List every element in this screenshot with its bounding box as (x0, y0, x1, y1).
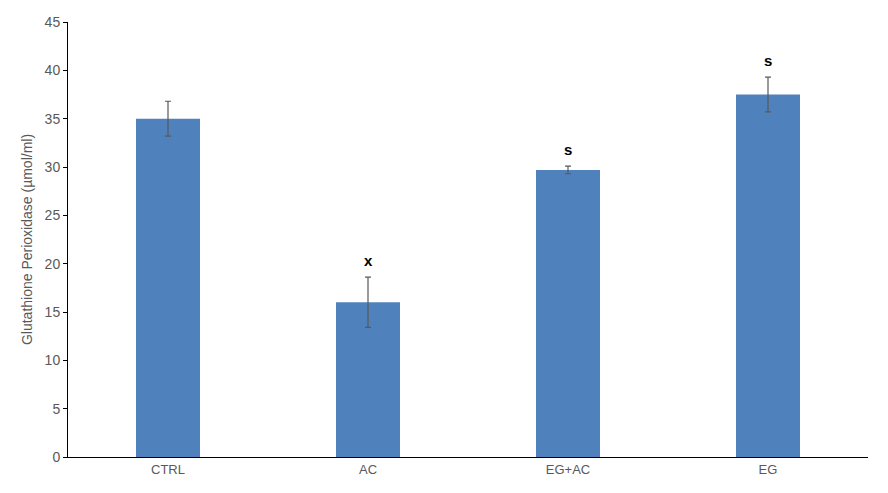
svg-text:0: 0 (52, 449, 60, 465)
svg-text:25: 25 (45, 207, 61, 223)
svg-text:15: 15 (45, 304, 61, 320)
svg-text:10: 10 (45, 352, 61, 368)
svg-text:35: 35 (45, 111, 61, 127)
svg-text:CTRL: CTRL (151, 462, 185, 477)
svg-text:AC: AC (359, 462, 377, 477)
svg-text:EG: EG (759, 462, 778, 477)
svg-text:x: x (364, 252, 373, 269)
svg-text:s: s (764, 52, 772, 69)
svg-text:Glutathione Perioxidase (µmol/: Glutathione Perioxidase (µmol/ml) (19, 134, 35, 345)
svg-text:20: 20 (45, 256, 61, 272)
svg-text:30: 30 (45, 159, 61, 175)
svg-text:EG+AC: EG+AC (546, 462, 590, 477)
svg-text:5: 5 (52, 401, 60, 417)
svg-text:s: s (564, 141, 572, 158)
svg-text:45: 45 (45, 14, 61, 30)
svg-text:40: 40 (45, 62, 61, 78)
